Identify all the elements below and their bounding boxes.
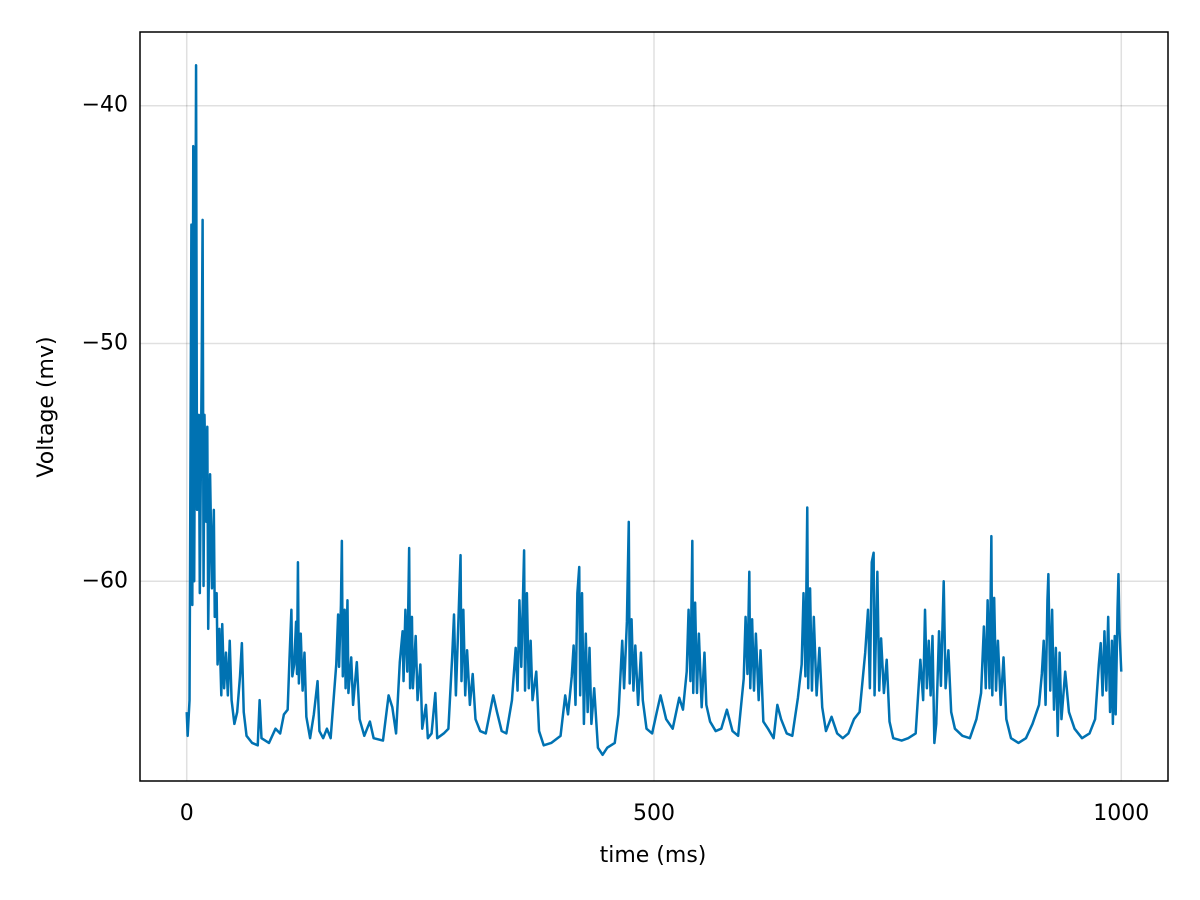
y-tick-label: −50	[82, 330, 128, 355]
x-tick-label: 0	[180, 801, 194, 826]
y-axis-label: Voltage (mv)	[34, 336, 59, 477]
x-tick-label: 1000	[1093, 801, 1149, 826]
plot-area	[185, 64, 1123, 757]
x-axis-label: time (ms)	[600, 843, 707, 868]
grid	[140, 32, 1168, 781]
y-tick-label: −40	[82, 93, 128, 118]
line-series	[185, 64, 1123, 757]
x-tick-label: 500	[633, 801, 675, 826]
y-tick-label: −60	[82, 568, 128, 593]
axes-frame	[139, 31, 1169, 782]
